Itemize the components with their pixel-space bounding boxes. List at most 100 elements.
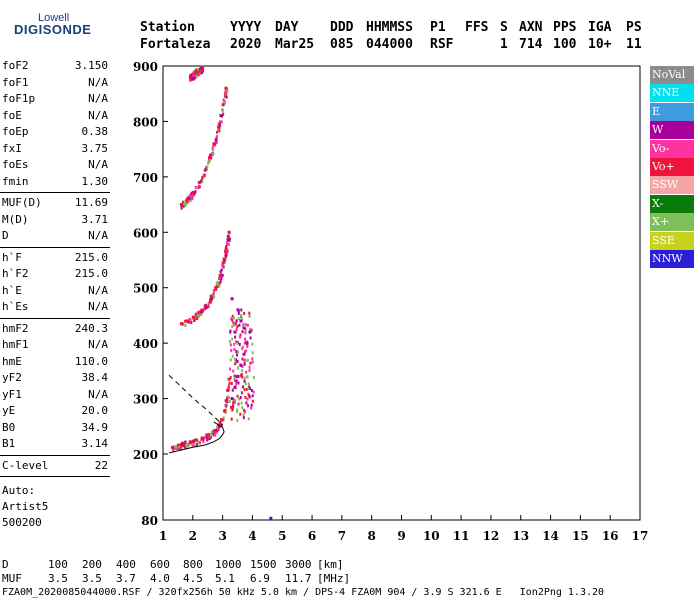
- param-row-d-4: yF1 N/A: [2, 388, 108, 404]
- echo-point: [249, 336, 252, 340]
- echo-point: [244, 323, 247, 327]
- echo-point: [209, 153, 212, 157]
- echo-point: [222, 112, 225, 116]
- echo-point: [212, 433, 215, 437]
- trace-point: [206, 433, 210, 437]
- d-value: 200: [82, 558, 102, 571]
- header-label-9: PPS: [553, 20, 577, 35]
- echo-point: [195, 74, 198, 78]
- echo-point: [183, 203, 186, 207]
- echo-point: [244, 395, 247, 399]
- echo-point: [217, 127, 220, 131]
- legend-item-x+: X+: [650, 213, 694, 232]
- echo-point: [251, 394, 254, 398]
- echo-point: [219, 275, 222, 279]
- param-name: foEp: [2, 125, 29, 138]
- param-value: 3.14: [81, 437, 109, 450]
- param-row-b-0: MUF(D) 11.69: [2, 196, 108, 212]
- echo-point: [212, 152, 215, 156]
- echo-point: [243, 410, 246, 414]
- trace-point: [197, 180, 201, 184]
- x-tick-label: 13: [512, 529, 529, 543]
- echo-point: [249, 327, 252, 331]
- trace-point: [239, 319, 243, 323]
- d-value: 1500: [250, 558, 277, 571]
- muf-value: 3.5: [82, 572, 102, 585]
- param-value: 22: [94, 458, 108, 472]
- separator-line: [0, 454, 110, 456]
- echo-point: [197, 186, 200, 190]
- d-value: 600: [150, 558, 170, 571]
- trace-point: [191, 315, 195, 319]
- param-value: 215.0: [74, 267, 108, 280]
- y-tick-label: 600: [133, 226, 158, 240]
- echo-point: [194, 312, 197, 316]
- echo-point: [233, 357, 236, 361]
- echo-point: [233, 323, 236, 327]
- x-tick-label: 17: [632, 529, 649, 543]
- trace-point: [224, 399, 228, 403]
- param-name: hmF1: [2, 338, 29, 351]
- legend-item-nnw: NNW: [650, 250, 694, 268]
- echo-point: [183, 445, 186, 449]
- x-tick-label: 3: [218, 529, 226, 543]
- echo-point: [241, 365, 244, 369]
- trace-point: [212, 429, 216, 433]
- echo-point: [229, 237, 232, 241]
- echo-point: [200, 308, 203, 312]
- echo-point: [235, 349, 238, 353]
- echo-point: [247, 387, 250, 391]
- echo-point: [246, 323, 249, 327]
- muf-value: 4.5: [183, 572, 203, 585]
- echo-point: [172, 449, 175, 453]
- param-value: N/A: [88, 75, 108, 89]
- echo-point: [211, 146, 214, 150]
- echo-point: [228, 399, 231, 403]
- echo-point: [224, 92, 227, 96]
- x-tick-label: 16: [602, 529, 619, 543]
- echo-point: [212, 293, 215, 297]
- param-name: h`E: [2, 283, 22, 297]
- echo-point: [250, 406, 253, 410]
- d-value: 100: [48, 558, 68, 571]
- echo-point: [224, 257, 227, 261]
- echo-point: [225, 95, 228, 99]
- echo-point: [228, 385, 231, 389]
- param-value: 20.0: [81, 404, 109, 417]
- muf-value: 6.9: [250, 572, 270, 585]
- echo-point: [190, 77, 193, 81]
- logo-digisonde: DIGISONDE: [14, 22, 92, 37]
- echo-point: [248, 311, 251, 315]
- param-row-c-2: h`E N/A: [2, 284, 108, 300]
- echo-point: [192, 193, 195, 197]
- echo-point: [238, 323, 241, 327]
- echo-point: [239, 412, 242, 416]
- echo-point: [213, 295, 216, 299]
- echo-point: [214, 431, 217, 435]
- muf-value: 11.7: [285, 572, 312, 585]
- echo-point: [181, 444, 184, 448]
- auto-line-2: 500200: [2, 516, 42, 529]
- d-value: 3000: [285, 558, 312, 571]
- echo-point: [189, 318, 192, 322]
- param-value: N/A: [88, 283, 108, 297]
- echo-point: [231, 337, 234, 341]
- echo-point: [244, 359, 247, 363]
- echo-point: [248, 394, 251, 398]
- echo-point: [235, 327, 238, 331]
- param-name: foEs: [2, 158, 29, 171]
- legend-item-e: E: [650, 102, 694, 121]
- echo-point: [247, 382, 250, 386]
- param-row-a-0: foF2 3.150: [2, 59, 108, 75]
- param-row-a-3: foE N/A: [2, 109, 108, 125]
- echo-point: [192, 73, 195, 77]
- trace-point: [176, 443, 180, 447]
- param-value: N/A: [88, 338, 108, 351]
- param-name: fxI: [2, 141, 22, 155]
- echo-point: [204, 435, 207, 439]
- echo-point: [175, 445, 178, 449]
- echo-point: [225, 245, 228, 249]
- echo-point: [180, 206, 183, 210]
- trace-point: [197, 310, 201, 314]
- echo-point: [240, 391, 243, 395]
